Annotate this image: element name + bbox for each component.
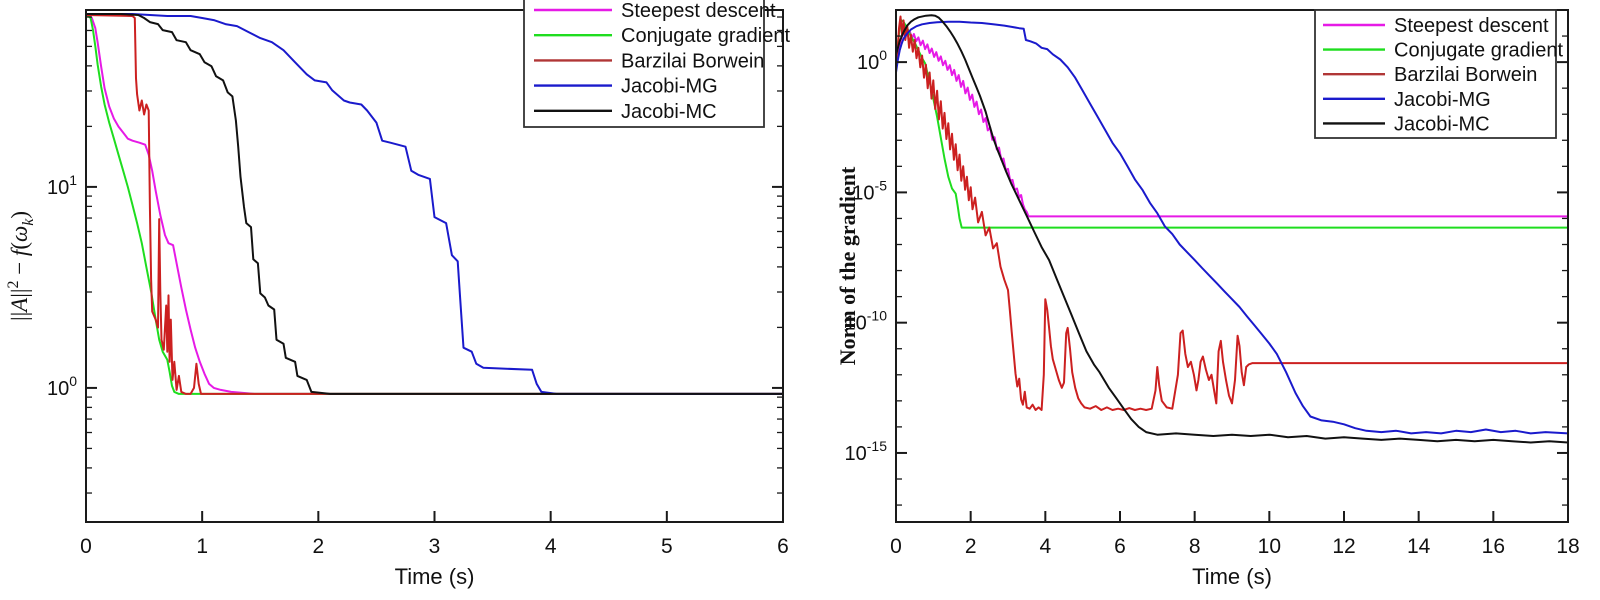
- right-y-tick-label: 10-10: [845, 308, 888, 335]
- left-series-group: [86, 13, 783, 395]
- right-ticks: [895, 9, 1569, 522]
- left-legend-entry-steepest-descent: Steepest descent: [534, 0, 776, 22]
- left-legend-entry-barzilai-borwein: Barzilai Borwein: [534, 50, 764, 72]
- right-x-tick-label: 16: [1482, 535, 1505, 558]
- right-x-tick-label: 10: [1258, 535, 1281, 558]
- right-y-tick-label: 10-15: [845, 438, 888, 465]
- left-legend-entry-jacobi-mc: Jacobi-MC: [534, 101, 717, 123]
- right-chart: 0 2 4 6 8 10 12 14 16 18 100 10-5 10-10 10-15 Time (s)…: [835, 9, 1580, 589]
- right-x-tick-label: 0: [890, 535, 902, 558]
- right-x-tick-label: 2: [965, 535, 977, 558]
- legend-entry-label: Steepest descent: [621, 0, 776, 22]
- left-series-conjugate-gradient: [86, 13, 783, 395]
- left-x-tick-label: 3: [429, 535, 441, 558]
- right-x-tick-label: 6: [1114, 535, 1126, 558]
- left-legend-entry-jacobi-mg: Jacobi-MG: [534, 76, 718, 98]
- left-x-tick-label: 0: [80, 535, 92, 558]
- right-x-tick-label: 14: [1407, 535, 1431, 558]
- right-legend: Steepest descent Conjugate gradientBarzil…: [1314, 9, 1563, 139]
- legend-entry-label: Barzilai Borwein: [621, 50, 764, 72]
- right-x-tick-label: 12: [1332, 535, 1355, 558]
- left-legend-box: [523, 0, 765, 128]
- left-ticks: [85, 16, 784, 522]
- right-series-jacobi-mg: [896, 20, 1568, 435]
- right-legend-entry-steepest-descent: Steepest descent: [1323, 15, 1549, 37]
- right-x-tick-label: 8: [1189, 535, 1201, 558]
- right-yaxis-title: Norm of the gradient: [835, 166, 860, 365]
- right-legend-entry-barzilai-borwein: Barzilai Borwein: [1323, 64, 1537, 86]
- left-xaxis-title: Time (s): [395, 564, 475, 589]
- legend-entry-label: Jacobi-MG: [1394, 89, 1491, 111]
- right-legend-entry-jacobi-mg: Jacobi-MG: [1323, 89, 1491, 111]
- right-series-jacobi-mc: [896, 14, 1568, 444]
- left-series-barzilai-borwein: [86, 14, 783, 395]
- right-series-group: [896, 14, 1568, 444]
- right-y-tick-label: 10-5: [852, 177, 887, 204]
- right-xaxis-title: Time (s): [1192, 564, 1272, 589]
- right-legend-entry-conjugate-gradient: Conjugate gradient: [1323, 40, 1563, 62]
- left-y-tick-label: 100: [47, 373, 77, 400]
- right-series-barzilai-borwein: [896, 15, 1568, 411]
- left-x-tick-label: 1: [196, 535, 208, 558]
- right-x-tick-label: 4: [1039, 535, 1051, 558]
- left-legend: Steepest descent Conjugate gradient Barzil…: [523, 0, 790, 128]
- legend-entry-label: Jacobi-MC: [621, 101, 717, 123]
- legend-entry-label: Jacobi-MC: [1394, 113, 1490, 135]
- left-x-tick-label: 2: [312, 535, 324, 558]
- left-series-steepest-descent: [86, 13, 783, 395]
- right-plot-frame: [895, 9, 1569, 523]
- legend-entry-label: Jacobi-MG: [621, 76, 718, 98]
- left-series-jacobi-mc: [86, 13, 783, 395]
- left-chart: 0 1 2 3 4 5 6 101 100 Time (s) ||A||2 − f(ωk) Steep…: [5, 0, 790, 589]
- legend-entry-label: Conjugate gradient: [1394, 40, 1563, 62]
- left-yaxis-title: ||A||2 − f(ωk): [5, 211, 37, 321]
- left-y-tick-label: 101: [47, 172, 77, 199]
- left-x-tick-label: 6: [777, 535, 789, 558]
- left-x-tick-label: 5: [661, 535, 673, 558]
- legend-entry-label: Conjugate gradient: [621, 25, 790, 47]
- right-series-steepest-descent: [896, 29, 1568, 218]
- left-x-tick-label: 4: [545, 535, 557, 558]
- right-x-tick-label: 18: [1556, 535, 1579, 558]
- right-y-tick-label: 100: [857, 47, 887, 74]
- legend-entry-label: Barzilai Borwein: [1394, 64, 1537, 86]
- legend-entry-label: Steepest descent: [1394, 15, 1549, 37]
- left-legend-entry-conjugate-gradient: Conjugate gradient: [534, 25, 790, 47]
- left-series-jacobi-mg: [86, 13, 783, 395]
- right-legend-entry-jacobi-mc: Jacobi-MC: [1323, 113, 1490, 135]
